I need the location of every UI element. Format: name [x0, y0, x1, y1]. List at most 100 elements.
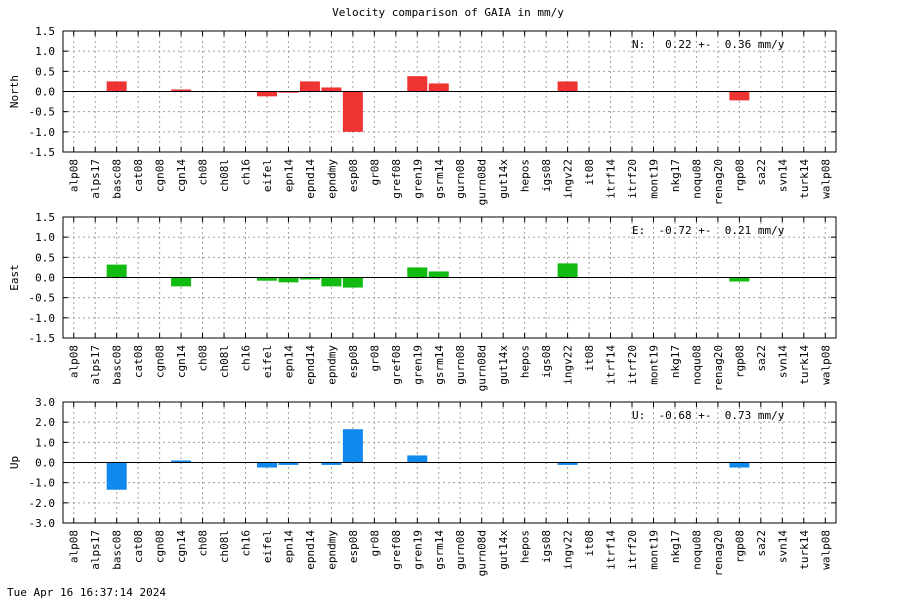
x-tick-label: gr08 — [368, 530, 381, 557]
x-tick-label: gut14x — [497, 345, 510, 385]
x-tick-label: epn14 — [282, 345, 295, 378]
x-tick-label: ch08l — [218, 345, 231, 378]
y-tick-label: -1.5 — [29, 332, 56, 345]
y-tick-label: 1.0 — [35, 231, 55, 244]
x-tick-label: alp08 — [68, 159, 81, 192]
chart-title: Velocity comparison of GAIA in mm/y — [332, 6, 564, 19]
bar-epndmy — [321, 462, 342, 465]
x-tick-label: gr08 — [368, 345, 381, 372]
x-tick-label: epndmy — [325, 345, 338, 385]
x-tick-label: hepos — [519, 159, 532, 192]
x-tick-label: epndmy — [325, 159, 338, 199]
bar-esp08 — [342, 91, 363, 132]
x-tick-label: epn14 — [282, 159, 295, 192]
x-tick-label: gurn08 — [454, 530, 467, 570]
x-tick-label: nkg17 — [669, 159, 682, 192]
bar-epn14 — [278, 462, 299, 465]
x-tick-label: gsrm14 — [433, 159, 446, 199]
x-tick-label: cgn14 — [175, 345, 188, 378]
x-tick-label: sa22 — [755, 159, 768, 186]
y-tick-label: 0.0 — [35, 457, 55, 470]
x-tick-label: alp08 — [68, 345, 81, 378]
x-tick-label: hepos — [519, 345, 532, 378]
x-tick-label: it08 — [583, 159, 596, 186]
bar-epnd14 — [299, 81, 320, 92]
bar-esp08 — [342, 429, 363, 463]
y-tick-label: 0.5 — [35, 251, 55, 264]
x-tick-label: igs08 — [540, 159, 553, 192]
x-tick-label: turk14 — [798, 159, 811, 199]
x-tick-label: nkg17 — [669, 530, 682, 563]
x-tick-label: turk14 — [798, 345, 811, 385]
bar-ingv22 — [557, 263, 578, 278]
bar-gren19 — [407, 455, 428, 463]
y-tick-label: -1.5 — [29, 146, 56, 159]
x-tick-label: renag20 — [712, 159, 725, 205]
x-tick-label: turk14 — [798, 530, 811, 570]
x-tick-label: itrf20 — [626, 530, 639, 570]
x-tick-label: svn14 — [776, 530, 789, 563]
x-tick-label: itrf20 — [626, 159, 639, 199]
y-axis-label: Up — [8, 456, 21, 469]
x-tick-label: eifel — [261, 530, 274, 563]
x-tick-label: alps17 — [89, 530, 102, 570]
panel-annotation: U: -0.68 +- 0.73 mm/y — [632, 409, 785, 422]
x-tick-label: gref08 — [390, 159, 403, 199]
x-tick-label: alp08 — [68, 530, 81, 563]
y-tick-label: -0.5 — [29, 106, 56, 119]
y-tick-label: -1.0 — [29, 126, 56, 139]
x-tick-label: ch16 — [240, 345, 253, 372]
panel-annotation: N: 0.22 +- 0.36 mm/y — [632, 38, 785, 51]
x-tick-label: gr08 — [368, 159, 381, 186]
x-tick-label: igs08 — [540, 345, 553, 378]
x-tick-label: it08 — [583, 530, 596, 557]
x-tick-label: rgp08 — [733, 530, 746, 563]
bar-epnd14 — [299, 277, 320, 280]
x-tick-label: cgn08 — [154, 345, 167, 378]
bar-cgn14 — [171, 460, 192, 463]
x-tick-label: ch08l — [218, 159, 231, 192]
x-tick-label: svn14 — [776, 345, 789, 378]
y-tick-label: 0.0 — [35, 272, 55, 285]
x-tick-label: basc08 — [111, 530, 124, 570]
x-tick-label: epnd14 — [304, 159, 317, 199]
x-tick-label: gurn08 — [454, 159, 467, 199]
x-tick-label: itrf14 — [605, 159, 618, 199]
bar-cgn14 — [171, 277, 192, 287]
x-tick-label: gurn08d — [476, 345, 489, 391]
x-tick-label: basc08 — [111, 345, 124, 385]
x-tick-label: cat08 — [132, 345, 145, 378]
x-tick-label: mont19 — [647, 530, 660, 570]
bar-epndmy — [321, 87, 342, 92]
bar-cgn14 — [171, 89, 192, 92]
y-tick-label: 3.0 — [35, 396, 55, 409]
x-tick-label: esp08 — [347, 530, 360, 563]
x-tick-label: gurn08 — [454, 345, 467, 385]
panel-annotation: E: -0.72 +- 0.21 mm/y — [632, 224, 785, 237]
x-tick-label: igs08 — [540, 530, 553, 563]
x-tick-label: itrf20 — [626, 345, 639, 385]
x-tick-label: cgn14 — [175, 159, 188, 192]
x-tick-label: walp08 — [819, 345, 832, 385]
bar-gsrm14 — [428, 83, 449, 92]
bar-eifel — [256, 91, 277, 97]
plot-frame — [62, 401, 837, 524]
x-tick-label: renag20 — [712, 345, 725, 391]
x-tick-label: itrf14 — [605, 345, 618, 385]
x-tick-label: gref08 — [390, 530, 403, 570]
y-tick-label: 0.5 — [35, 65, 55, 78]
bar-basc08 — [106, 462, 127, 490]
y-tick-label: -1.0 — [29, 477, 56, 490]
x-tick-label: nkg17 — [669, 345, 682, 378]
x-tick-label: epnd14 — [304, 530, 317, 570]
x-tick-label: gren19 — [411, 159, 424, 199]
bar-gren19 — [407, 76, 428, 92]
x-tick-label: esp08 — [347, 345, 360, 378]
bar-eifel — [256, 462, 277, 468]
x-tick-label: gref08 — [390, 345, 403, 385]
bar-basc08 — [106, 81, 127, 92]
y-tick-label: 1.0 — [35, 436, 55, 449]
x-tick-label: sa22 — [755, 530, 768, 557]
x-tick-label: ch08 — [197, 159, 210, 186]
bar-ingv22 — [557, 462, 578, 465]
